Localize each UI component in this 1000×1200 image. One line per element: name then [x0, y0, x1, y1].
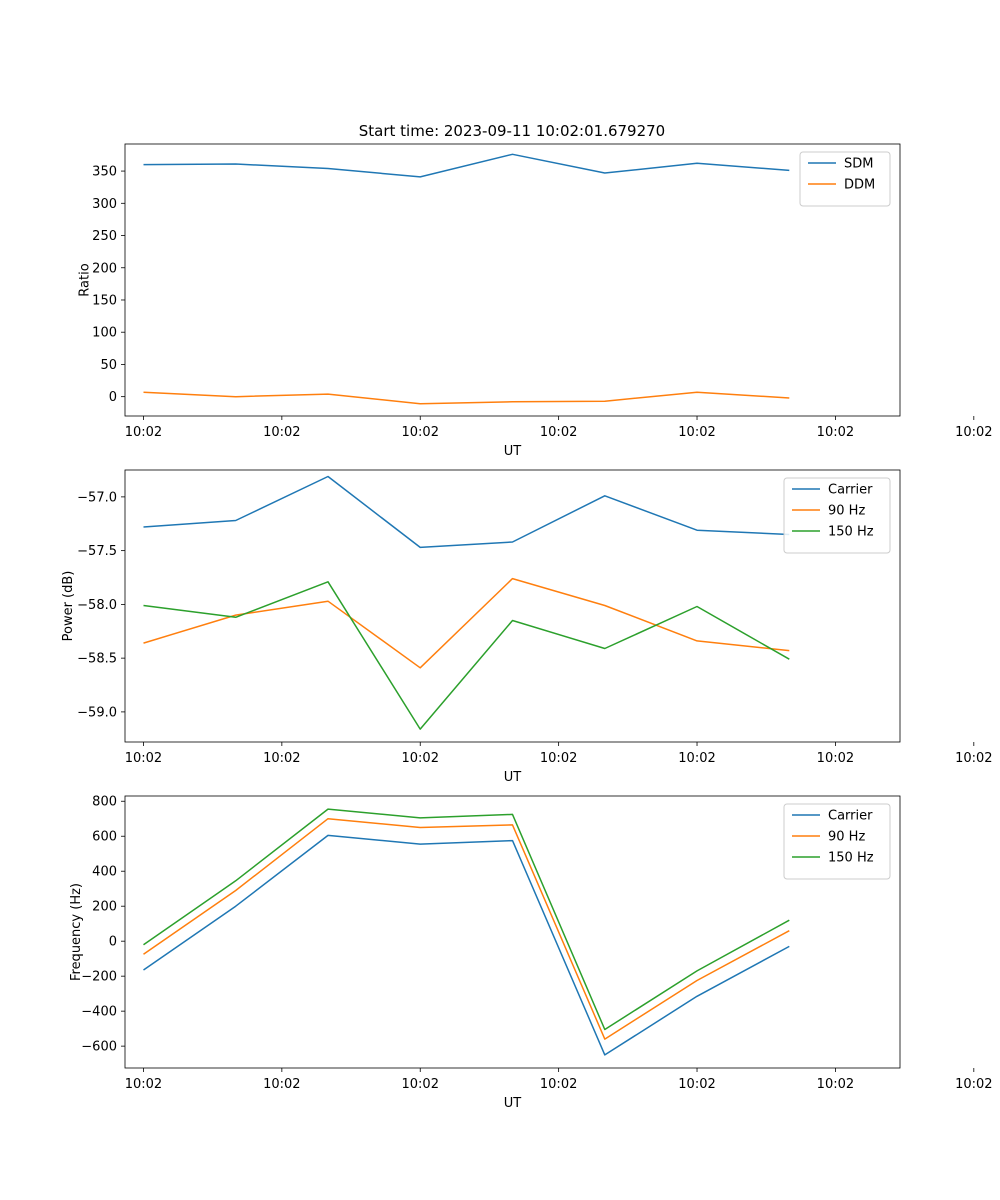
legend-label: 150 Hz: [828, 525, 874, 540]
subplot-2: 10:02 10:02 10:02 10:02 10:02 10:02 10:02 UT −57…: [61, 469, 993, 785]
y-tick-label: −600: [81, 1040, 117, 1055]
x-tick-label: 10:02: [817, 751, 854, 766]
y-tick-label: 0: [109, 390, 117, 405]
y-tick-label: 300: [92, 197, 117, 212]
y-tick-label: −58.5: [77, 652, 117, 667]
x-tick-label: 10:02: [402, 751, 439, 766]
x-tick-label: 10:02: [955, 1077, 992, 1092]
y-tick-label: 200: [92, 261, 117, 276]
y-tick-label: 50: [100, 358, 117, 373]
x-tick-label: 10:02: [263, 1077, 300, 1092]
y-tick-label: 0: [109, 935, 117, 950]
legend-label: 150 Hz: [828, 851, 874, 866]
subplot-1: 10:02 10:02 10:02 10:02 10:02 10:02 10:02 UT 0 50…: [77, 143, 993, 459]
subplot-3: 10:02 10:02 10:02 10:02 10:02 10:02 10:02 UT 800…: [69, 795, 992, 1111]
y-tick-label: −58.0: [77, 598, 117, 613]
legend-label: DDM: [844, 178, 875, 193]
y-tick-label: 400: [92, 865, 117, 880]
y-tick-label: −200: [81, 970, 117, 985]
legend-label: 90 Hz: [828, 504, 865, 519]
legend: SDM DDM: [799, 151, 891, 207]
y-axis-label: Ratio: [77, 263, 92, 296]
y-tick-label: 600: [92, 830, 117, 845]
y-tick-label: −59.0: [77, 705, 117, 720]
y-tick-label: 800: [92, 795, 117, 810]
series-line-sdm: [143, 153, 790, 178]
y-tick-label: 200: [92, 900, 117, 915]
x-axis-label: UT: [504, 1096, 522, 1111]
series-line-90-hz: [143, 817, 790, 1040]
x-tick-label: 10:02: [678, 751, 715, 766]
x-tick-label: 10:02: [402, 425, 439, 440]
series-line-carrier: [143, 834, 790, 1056]
x-tick-label: 10:02: [817, 425, 854, 440]
x-tick-label: 10:02: [955, 751, 992, 766]
y-tick-label: −57.5: [77, 544, 117, 559]
series-line-150-hz: [143, 581, 790, 730]
series-line-90-hz: [143, 577, 790, 669]
x-tick-label: 10:02: [678, 1077, 715, 1092]
x-tick-label: 10:02: [263, 425, 300, 440]
legend-label: 90 Hz: [828, 830, 865, 845]
y-axis-label: Frequency (Hz): [69, 883, 84, 981]
y-tick-label: 350: [92, 165, 117, 180]
y-tick-label: −57.0: [77, 490, 117, 505]
x-tick-label: 10:02: [678, 425, 715, 440]
x-tick-label: 10:02: [125, 1077, 162, 1092]
legend: Carrier 90 Hz 150 Hz: [783, 477, 891, 554]
axes-frame: [124, 143, 901, 417]
x-axis-label: UT: [504, 770, 522, 785]
axes-frame: [124, 795, 901, 1069]
axes-frame: [124, 469, 901, 743]
y-tick-label: 250: [92, 229, 117, 244]
chart-title: Start time: 2023-09-11 10:02:01.679270: [359, 122, 665, 140]
x-tick-label: 10:02: [263, 751, 300, 766]
legend: Carrier 90 Hz 150 Hz: [783, 803, 891, 880]
legend-label: Carrier: [828, 809, 873, 824]
legend-box: [783, 477, 891, 554]
x-tick-label: 10:02: [540, 425, 577, 440]
legend-label: SDM: [844, 157, 873, 172]
series-line-150-hz: [143, 808, 790, 1031]
y-tick-label: −400: [81, 1005, 117, 1020]
y-axis-label: Power (dB): [61, 571, 76, 642]
x-tick-label: 10:02: [540, 1077, 577, 1092]
x-tick-label: 10:02: [125, 425, 162, 440]
x-tick-label: 10:02: [402, 1077, 439, 1092]
legend-box: [783, 803, 891, 880]
x-tick-label: 10:02: [540, 751, 577, 766]
y-tick-label: 100: [92, 326, 117, 341]
x-axis-label: UT: [504, 444, 522, 459]
x-tick-label: 10:02: [955, 425, 992, 440]
x-tick-label: 10:02: [125, 751, 162, 766]
legend-box: [799, 151, 891, 207]
series-line-ddm: [143, 391, 790, 405]
y-tick-label: 150: [92, 293, 117, 308]
series-line-carrier: [143, 475, 790, 549]
legend-label: Carrier: [828, 483, 873, 498]
x-tick-label: 10:02: [817, 1077, 854, 1092]
